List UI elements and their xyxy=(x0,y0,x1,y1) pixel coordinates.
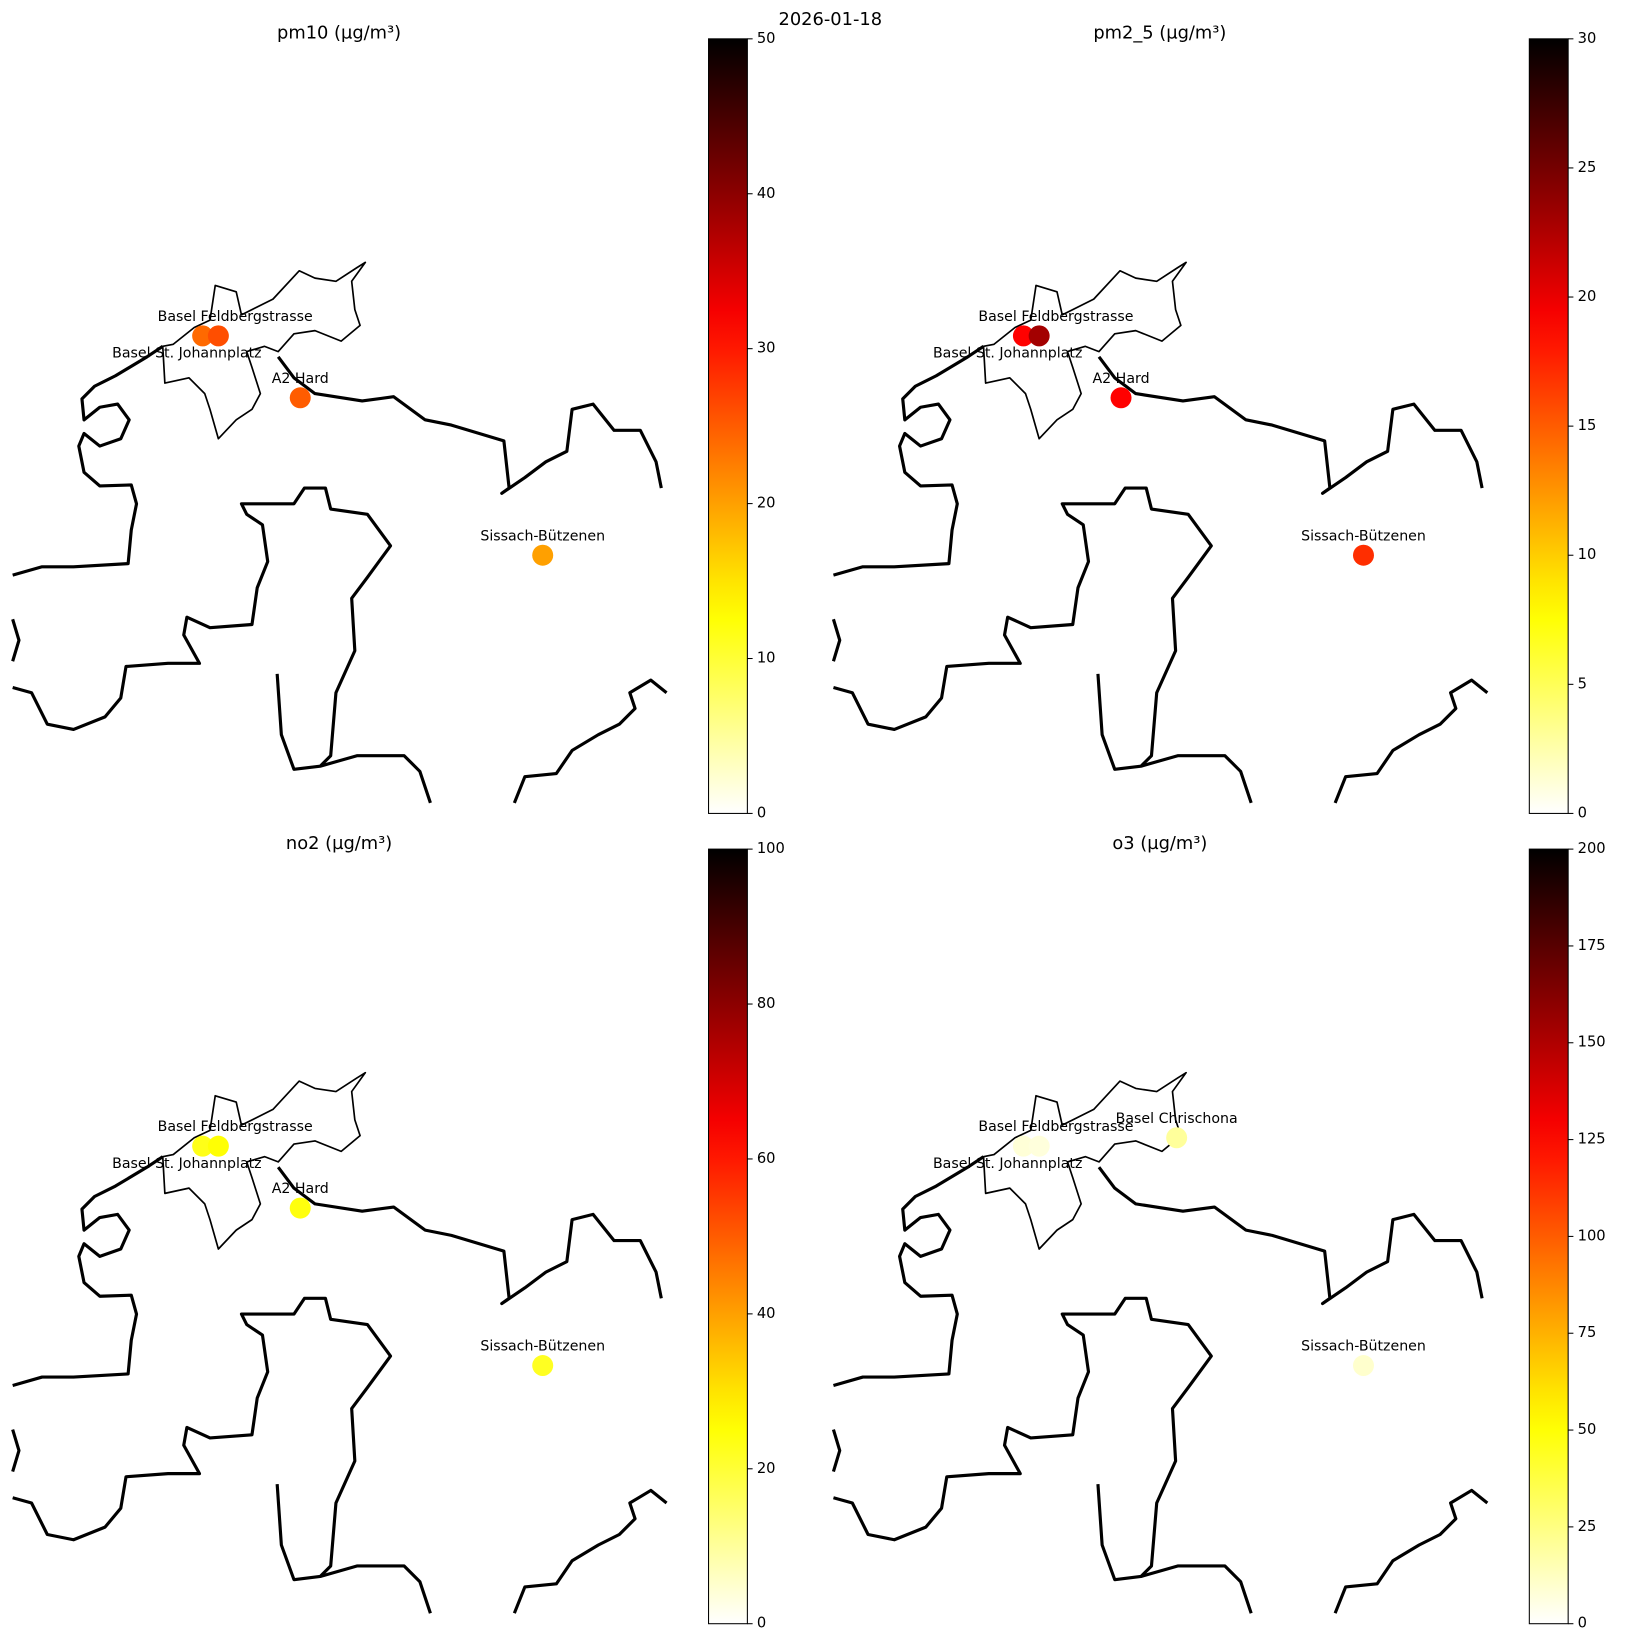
station-label: Basel St. Johannplatz xyxy=(112,346,261,362)
station-marker xyxy=(207,1135,229,1157)
colorbar-tick-label: 20 xyxy=(757,495,776,512)
colorbar-tick-label: 0 xyxy=(1578,804,1587,821)
colorbar-tick-label: 20 xyxy=(1578,288,1597,305)
colorbar-tick-label: 5 xyxy=(1578,675,1587,692)
colorbar-tick-label: 50 xyxy=(1578,1421,1597,1438)
colorbar-tick-label: 40 xyxy=(757,185,776,202)
station-marker xyxy=(289,387,311,409)
station-label: Sissach-Bützenen xyxy=(1301,1339,1426,1355)
station-label: A2 Hard xyxy=(1092,371,1149,387)
figure-title: 2026-01-18 xyxy=(778,9,882,30)
station-label: Basel Feldbergstrasse xyxy=(978,1119,1133,1135)
station-marker xyxy=(192,325,214,347)
station-label: A2 Hard xyxy=(272,1181,329,1197)
station-marker xyxy=(532,1355,554,1377)
colorbar-tick-label: 10 xyxy=(757,650,776,667)
colorbar-tick-label: 200 xyxy=(1578,840,1606,857)
panel-title: no2 (µg/m³) xyxy=(286,833,392,854)
panel-title: pm10 (µg/m³) xyxy=(277,23,401,44)
map-panel: pm10 (µg/m³) 0 10 20 30 40 50 Basel St. Johannp… xyxy=(11,23,776,821)
colorbar xyxy=(1528,38,1569,814)
station-marker xyxy=(1352,544,1374,566)
station-label: Sissach-Bützenen xyxy=(1301,528,1426,544)
station-label: Basel St. Johannplatz xyxy=(933,1156,1082,1172)
station-marker xyxy=(1028,1135,1050,1157)
station-label: Basel Feldbergstrasse xyxy=(978,309,1133,325)
station-label: Basel St. Johannplatz xyxy=(112,1156,261,1172)
colorbar-tick-label: 20 xyxy=(757,1460,776,1477)
colorbar-tick-label: 75 xyxy=(1578,1324,1597,1341)
station-marker xyxy=(1166,1127,1188,1149)
colorbar xyxy=(708,38,748,814)
colorbar-tick-label: 25 xyxy=(1578,159,1597,176)
map-panel: pm2_5 (µg/m³) 0 5 10 15 20 25 30 Basel St. Johan… xyxy=(831,23,1597,821)
colorbar-tick-label: 25 xyxy=(1578,1518,1597,1535)
station-marker xyxy=(207,325,229,347)
colorbar-tick-label: 100 xyxy=(1578,1227,1606,1244)
map-panel: no2 (µg/m³) 0 20 40 60 80 100 Basel St. Johannp… xyxy=(11,833,785,1632)
station-marker xyxy=(1012,325,1034,347)
colorbar-tick-label: 30 xyxy=(1578,30,1597,47)
station-label: A2 Hard xyxy=(272,371,329,387)
station-label: Basel Feldbergstrasse xyxy=(158,309,313,325)
colorbar-tick-label: 0 xyxy=(757,1615,766,1632)
panel-title: pm2_5 (µg/m³) xyxy=(1093,23,1226,44)
station-marker xyxy=(532,544,554,566)
colorbar-tick-label: 30 xyxy=(757,340,776,357)
station-label: Basel St. Johannplatz xyxy=(933,346,1082,362)
colorbar-tick-label: 125 xyxy=(1578,1131,1606,1148)
colorbar-tick-label: 60 xyxy=(757,1150,776,1167)
colorbar xyxy=(1528,848,1569,1625)
colorbar-tick-label: 80 xyxy=(757,995,776,1012)
colorbar-tick-label: 0 xyxy=(757,804,766,821)
station-marker xyxy=(1352,1355,1374,1377)
station-label: Sissach-Bützenen xyxy=(480,1339,605,1355)
station-label: Basel Chrischona xyxy=(1116,1111,1238,1127)
panel-title: o3 (µg/m³) xyxy=(1112,833,1207,854)
station-marker xyxy=(192,1135,214,1157)
colorbar-tick-label: 40 xyxy=(757,1305,776,1322)
colorbar-tick-label: 10 xyxy=(1578,546,1597,563)
station-marker xyxy=(289,1197,311,1219)
colorbar-tick-label: 150 xyxy=(1578,1034,1606,1051)
colorbar-tick-label: 175 xyxy=(1578,937,1606,954)
colorbar xyxy=(708,848,748,1625)
station-marker xyxy=(1028,325,1050,347)
colorbar-tick-label: 15 xyxy=(1578,417,1597,434)
station-marker xyxy=(1012,1135,1034,1157)
station-marker xyxy=(1110,387,1132,409)
map-panel: o3 (µg/m³) 0 25 50 75 100 125 150 175 200 Basel St… xyxy=(831,833,1606,1632)
colorbar-tick-label: 50 xyxy=(757,30,776,47)
station-label: Sissach-Bützenen xyxy=(480,528,605,544)
colorbar-tick-label: 100 xyxy=(757,840,785,857)
colorbar-tick-label: 0 xyxy=(1578,1615,1587,1632)
station-label: Basel Feldbergstrasse xyxy=(158,1119,313,1135)
